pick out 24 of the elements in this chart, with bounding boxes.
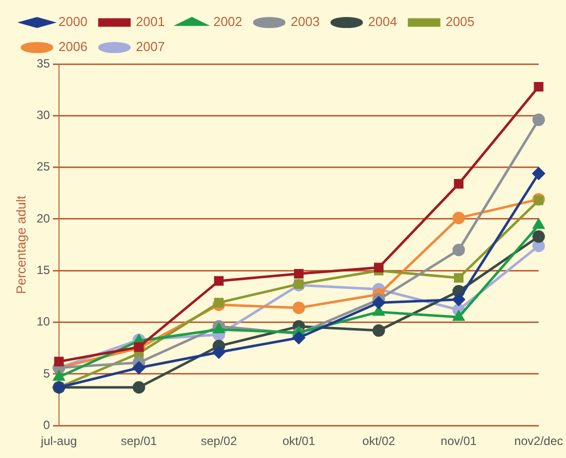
- y-tick-label: 35: [36, 56, 50, 70]
- x-tick-label: sep/01: [120, 434, 158, 448]
- x-tick-label: jul-aug: [40, 434, 77, 448]
- y-tick-label: 0: [43, 418, 50, 432]
- y-axis-title: Percentage adult: [13, 195, 28, 294]
- legend-label: 2007: [136, 39, 165, 54]
- legend-label: 2003: [290, 14, 320, 30]
- y-tick-label: 25: [36, 160, 50, 174]
- y-tick-label: 15: [36, 262, 50, 277]
- y-tick-label: 5: [43, 366, 50, 380]
- legend-label: 2004: [368, 14, 398, 30]
- x-tick-label: okt/01: [282, 434, 316, 448]
- y-tick-label: 20: [36, 211, 50, 226]
- legend-label: 2002: [213, 14, 242, 30]
- legend-label: 2000: [58, 14, 88, 30]
- x-tick-label: nov2/dec: [514, 434, 563, 448]
- x-tick-label: sep/02: [200, 434, 238, 448]
- legend-label: 2005: [446, 14, 475, 30]
- x-tick-label: nov/01: [440, 434, 478, 448]
- y-tick-label: 10: [36, 314, 50, 329]
- y-tick-label: 30: [36, 108, 50, 122]
- legend-label: 2001: [136, 14, 165, 30]
- legend-label: 2006: [58, 39, 88, 54]
- x-tick-label: okt/02: [362, 434, 396, 448]
